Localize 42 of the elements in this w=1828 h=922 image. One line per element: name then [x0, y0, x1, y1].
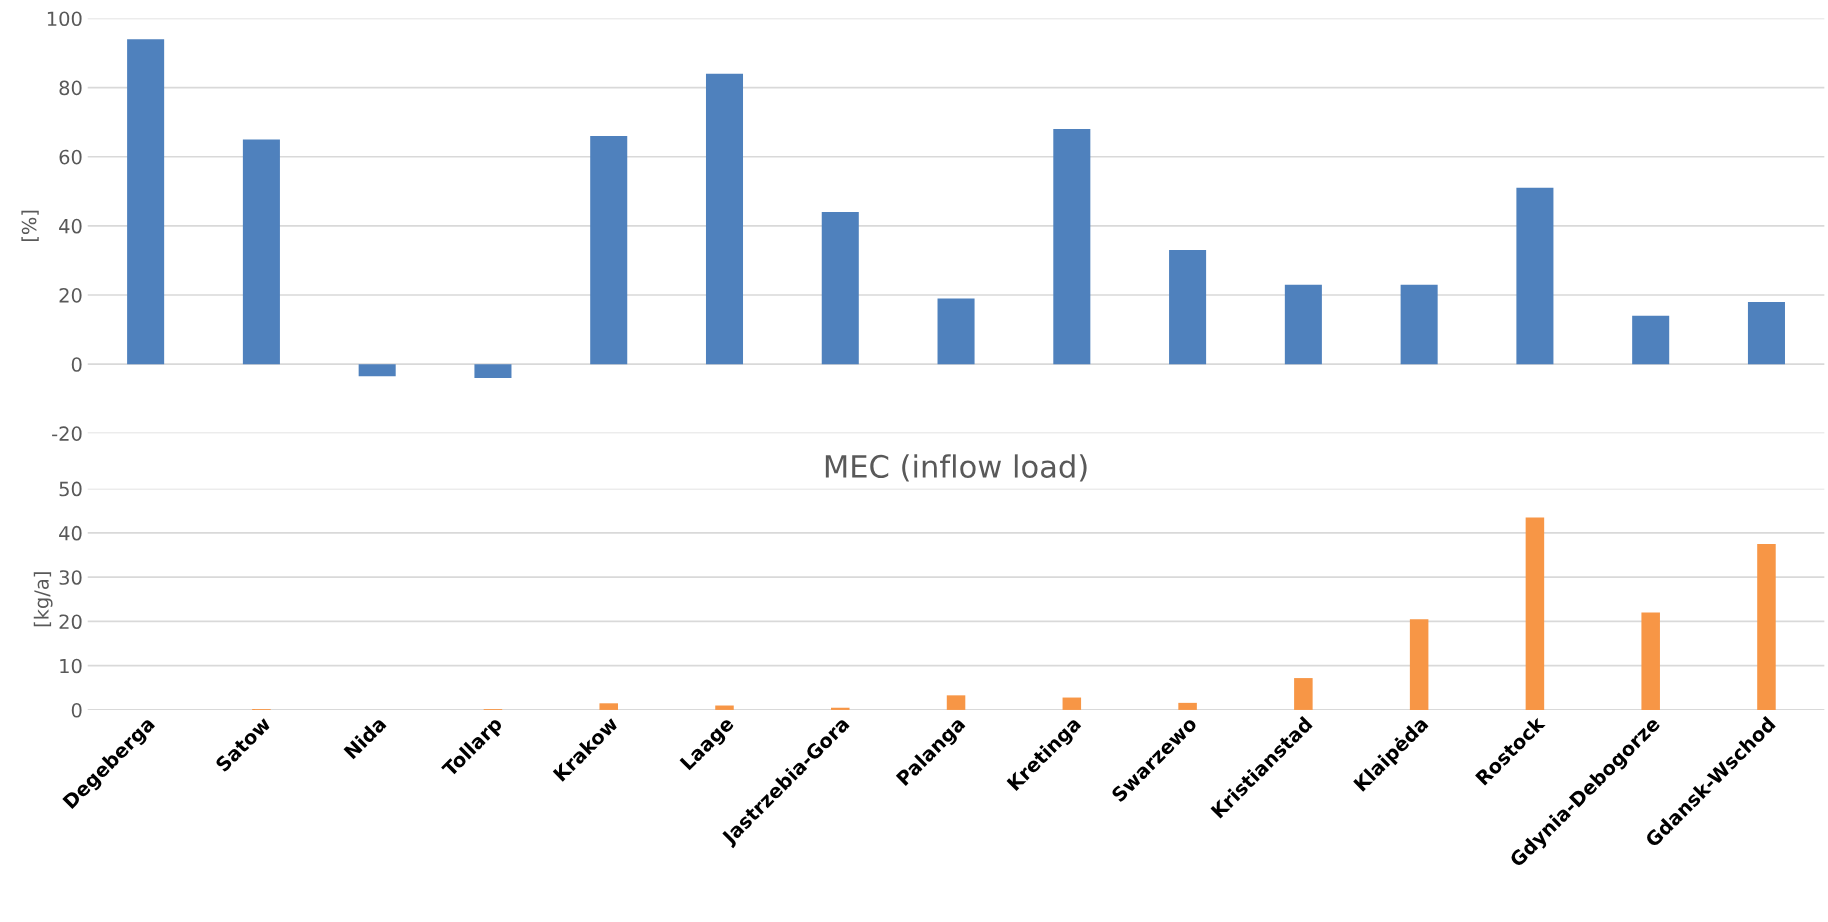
bar: [1053, 129, 1091, 365]
y-tick-label: 0: [71, 702, 82, 718]
y-tick-label: 10: [60, 658, 82, 674]
bar: [715, 705, 734, 710]
y-tick-label: 80: [59, 80, 82, 96]
y-tick-label: 20: [59, 288, 82, 303]
bar: [1400, 284, 1438, 365]
bar: [1525, 517, 1545, 710]
bar: [358, 364, 396, 377]
bar: [937, 298, 975, 365]
bar: [1641, 612, 1660, 710]
bar: [590, 135, 628, 365]
y-tick-label: 60: [59, 149, 82, 165]
y-axis-title: [kg/a]: [33, 572, 53, 627]
bar: [1169, 250, 1207, 365]
bar: [1062, 697, 1082, 710]
y-tick-label: 40: [59, 525, 82, 541]
bar: [242, 139, 280, 365]
bar: [705, 73, 744, 365]
bar: [1747, 301, 1785, 365]
y-tick-label: 30: [59, 570, 82, 585]
y-tick-label: 40: [59, 218, 82, 234]
y-tick-label: 50: [59, 481, 82, 497]
bar: [831, 707, 850, 710]
bar: [946, 695, 966, 710]
bar: [127, 39, 165, 365]
bar: [474, 364, 512, 379]
bar: [1178, 702, 1197, 710]
bar: [1294, 678, 1313, 710]
y-tick-label: 20: [59, 614, 82, 630]
y-tick-label: -20: [52, 426, 82, 441]
bar: [1284, 284, 1322, 365]
bar: [821, 212, 859, 365]
y-axis-title: [%]: [21, 210, 39, 242]
bar: [1632, 315, 1670, 365]
bar: [1516, 187, 1554, 365]
bar: [599, 703, 618, 710]
y-tick-label: 100: [47, 11, 82, 27]
y-tick-label: 0: [71, 357, 82, 372]
bar: [1757, 543, 1776, 710]
bar: [1409, 619, 1429, 710]
chart-title: MEC (inflow load): [825, 454, 1087, 482]
